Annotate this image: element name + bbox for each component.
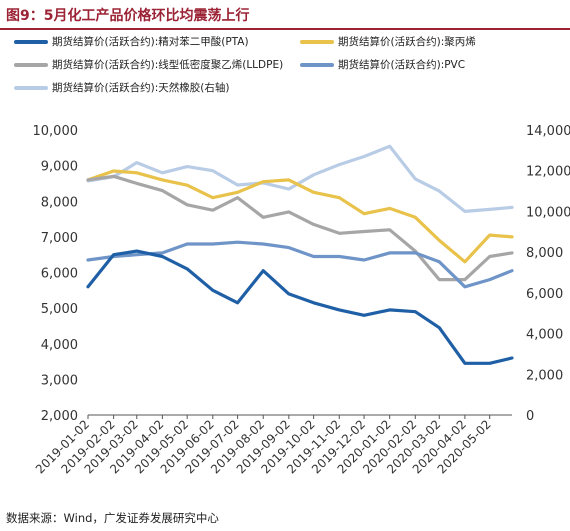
- y-left-tick-label: 2,000: [41, 409, 78, 424]
- y-right-tick-label: 2,000: [526, 368, 563, 383]
- y-right-tick-label: 10,000: [526, 205, 570, 220]
- legend-item-pta: 期货结算价(活跃合约):精对苯二甲酸(PTA): [14, 34, 249, 49]
- y-left-tick-label: 8,000: [41, 195, 78, 210]
- legend-swatch-pvc: [300, 62, 334, 67]
- y-left-tick-label: 4,000: [41, 338, 78, 353]
- y-left-tick-label: 3,000: [41, 373, 78, 388]
- legend-swatch-rubber: [14, 85, 48, 90]
- x-axis: 2019-01-022019-02-022019-03-022019-04-02…: [33, 414, 512, 476]
- title-bar: 图9：5月化工产品价格环比均震荡上行: [0, 0, 570, 30]
- legend-item-pp: 期货结算价(活跃合约):聚丙烯: [300, 34, 476, 49]
- y-left-tick-label: 10,000: [33, 124, 79, 139]
- line-chart: 2,000 3,000 4,000 5,000 6,000 7,000 8,000 9,000…: [33, 124, 570, 476]
- series-line-pvc: [86, 240, 514, 289]
- y-left-tick-label: 5,000: [41, 302, 78, 317]
- legend-label-pp: 期货结算价(活跃合约):聚丙烯: [338, 36, 476, 48]
- y-left-tick-label: 6,000: [41, 267, 78, 282]
- y-axis-right: 0 2,000 4,000 6,000 8,000 10,000 12,000 14,000: [526, 124, 570, 424]
- y-right-tick-label: 12,000: [526, 165, 570, 180]
- legend-item-lldpe: 期货结算价(活跃合约):线型低密度聚乙烯(LLDPE): [14, 57, 283, 72]
- y-left-tick-label: 9,000: [41, 160, 78, 175]
- legend-swatch-pta: [14, 39, 48, 44]
- y-right-tick-label: 6,000: [526, 287, 563, 302]
- series-layer: [86, 144, 514, 365]
- y-right-tick-label: 14,000: [526, 124, 570, 139]
- series-line-pp: [86, 169, 514, 264]
- figure-title: 图9：5月化工产品价格环比均震荡上行: [6, 8, 250, 24]
- y-right-tick-label: 0: [526, 409, 534, 424]
- source-note: 数据来源：Wind，广发证券发展研究中心: [6, 511, 219, 525]
- y-right-tick-label: 8,000: [526, 246, 563, 261]
- y-left-tick-label: 7,000: [41, 231, 78, 246]
- legend-label-pvc: 期货结算价(活跃合约):PVC: [338, 59, 466, 71]
- series-line-lldpe: [86, 174, 514, 282]
- series-line-pta: [86, 249, 514, 365]
- legend-swatch-pp: [300, 39, 334, 44]
- y-axis-left: 2,000 3,000 4,000 5,000 6,000 7,000 8,000 9,000…: [33, 124, 79, 424]
- series-line-rubber: [86, 144, 514, 214]
- y-right-tick-label: 4,000: [526, 328, 563, 343]
- legend-swatch-lldpe: [14, 62, 48, 67]
- legend-label-pta: 期货结算价(活跃合约):精对苯二甲酸(PTA): [52, 36, 249, 48]
- legend-item-rubber: 期货结算价(活跃合约):天然橡胶(右轴): [14, 80, 229, 95]
- legend-label-rubber: 期货结算价(活跃合约):天然橡胶(右轴): [52, 82, 230, 94]
- legend-item-pvc: 期货结算价(活跃合约):PVC: [300, 57, 465, 72]
- legend-label-lldpe: 期货结算价(活跃合约):线型低密度聚乙烯(LLDPE): [52, 59, 284, 71]
